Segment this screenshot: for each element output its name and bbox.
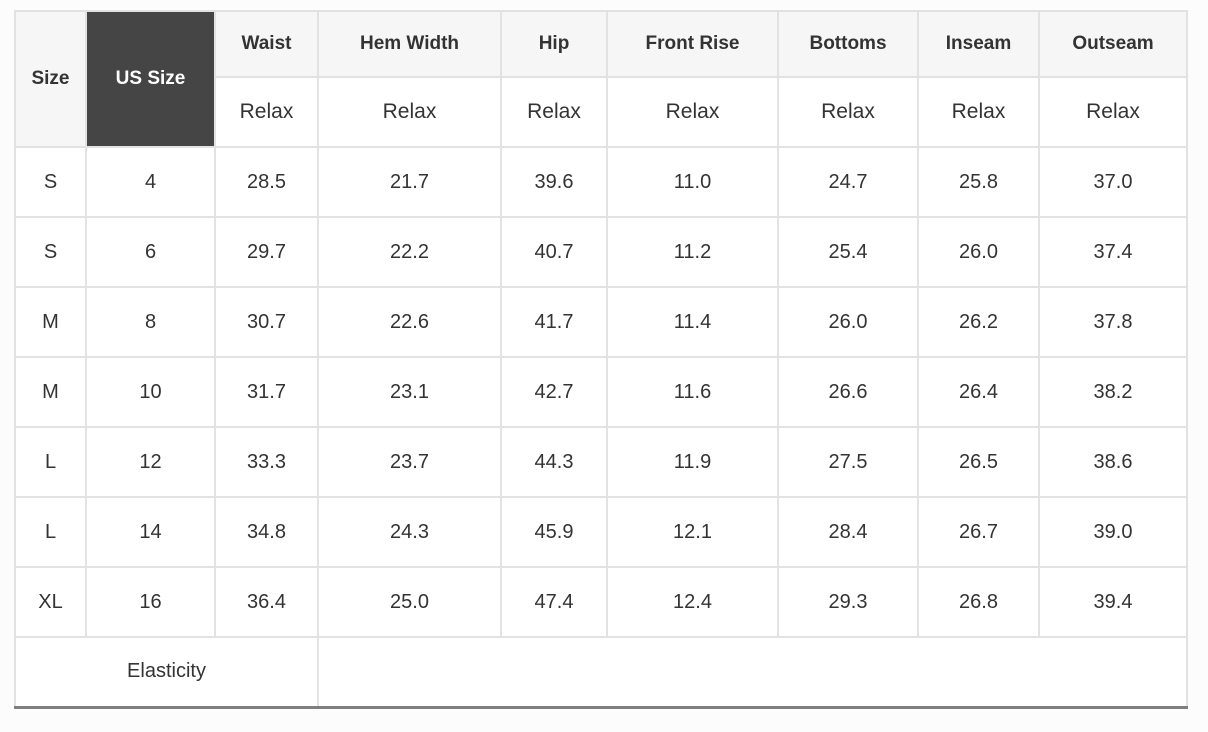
size-chart-page: Size US Size Waist Hem Width Hip Front R… [14,10,1188,709]
inseam-cell: 26.0 [917,216,1040,288]
front-rise-cell: 11.4 [606,286,779,358]
inseam-cell: 26.7 [917,496,1040,568]
bottoms-cell: 29.3 [777,566,919,638]
hem-width-cell: 22.6 [317,286,502,358]
bottoms-cell: 25.4 [777,216,919,288]
hem-width-cell: 22.2 [317,216,502,288]
fit-cell-inseam: Relax [917,76,1040,148]
header-cell-us-size: US Size [85,10,216,148]
size-cell: L [14,496,87,568]
size-cell: S [14,216,87,288]
footer-row-elasticity: Elasticity [14,636,1188,708]
front-rise-cell: 11.9 [606,426,779,498]
us-size-cell: 12 [85,426,216,498]
fit-cell-outseam: Relax [1038,76,1188,148]
hem-width-cell: 23.7 [317,426,502,498]
bottoms-cell: 27.5 [777,426,919,498]
fit-cell-hem-width: Relax [317,76,502,148]
waist-cell: 36.4 [214,566,319,638]
table-row-s4: S 4 28.5 21.7 39.6 11.0 24.7 25.8 37.0 [14,146,1188,218]
outseam-cell: 37.0 [1038,146,1188,218]
outseam-cell: 38.6 [1038,426,1188,498]
table-row-m10: M 10 31.7 23.1 42.7 11.6 26.6 26.4 38.2 [14,356,1188,428]
elasticity-label-cell: Elasticity [14,636,319,708]
front-rise-cell: 11.2 [606,216,779,288]
waist-cell: 33.3 [214,426,319,498]
table-row-l14: L 14 34.8 24.3 45.9 12.1 28.4 26.7 39.0 [14,496,1188,568]
bottoms-cell: 28.4 [777,496,919,568]
inseam-cell: 25.8 [917,146,1040,218]
header-cell-hem-width: Hem Width [317,10,502,78]
front-rise-cell: 12.4 [606,566,779,638]
header-cell-hip: Hip [500,10,608,78]
size-cell: XL [14,566,87,638]
bottoms-cell: 24.7 [777,146,919,218]
outseam-cell: 38.2 [1038,356,1188,428]
hip-cell: 42.7 [500,356,608,428]
header-cell-inseam: Inseam [917,10,1040,78]
us-size-cell: 4 [85,146,216,218]
hip-cell: 44.3 [500,426,608,498]
fit-cell-waist: Relax [214,76,319,148]
waist-cell: 28.5 [214,146,319,218]
header-cell-front-rise: Front Rise [606,10,779,78]
front-rise-cell: 11.6 [606,356,779,428]
size-chart-table: Size US Size Waist Hem Width Hip Front R… [14,10,1188,709]
us-size-cell: 6 [85,216,216,288]
hem-width-cell: 25.0 [317,566,502,638]
size-cell: S [14,146,87,218]
hip-cell: 40.7 [500,216,608,288]
us-size-cell: 16 [85,566,216,638]
header-cell-bottoms: Bottoms [777,10,919,78]
inseam-cell: 26.5 [917,426,1040,498]
front-rise-cell: 11.0 [606,146,779,218]
us-size-cell: 10 [85,356,216,428]
header-cell-size: Size [14,10,87,148]
header-row-fit: Relax Relax Relax Relax Relax Relax Rela… [15,76,1188,148]
hip-cell: 39.6 [500,146,608,218]
outseam-cell: 39.4 [1038,566,1188,638]
waist-cell: 34.8 [214,496,319,568]
us-size-cell: 14 [85,496,216,568]
hem-width-cell: 24.3 [317,496,502,568]
outseam-cell: 37.4 [1038,216,1188,288]
size-cell: M [14,286,87,358]
bottoms-cell: 26.6 [777,356,919,428]
hem-width-cell: 23.1 [317,356,502,428]
waist-cell: 29.7 [214,216,319,288]
inseam-cell: 26.8 [917,566,1040,638]
table-row-l12: L 12 33.3 23.7 44.3 11.9 27.5 26.5 38.6 [14,426,1188,498]
hip-cell: 41.7 [500,286,608,358]
front-rise-cell: 12.1 [606,496,779,568]
inseam-cell: 26.4 [917,356,1040,428]
table-row-xl16: XL 16 36.4 25.0 47.4 12.4 29.3 26.8 39.4 [14,566,1188,638]
outseam-cell: 39.0 [1038,496,1188,568]
us-size-cell: 8 [85,286,216,358]
fit-cell-bottoms: Relax [777,76,919,148]
inseam-cell: 26.2 [917,286,1040,358]
hip-cell: 47.4 [500,566,608,638]
fit-cell-hip: Relax [500,76,608,148]
hip-cell: 45.9 [500,496,608,568]
table-row-s6: S 6 29.7 22.2 40.7 11.2 25.4 26.0 37.4 [14,216,1188,288]
size-cell: L [14,426,87,498]
table-row-m8: M 8 30.7 22.6 41.7 11.4 26.0 26.2 37.8 [14,286,1188,358]
outseam-cell: 37.8 [1038,286,1188,358]
waist-cell: 31.7 [214,356,319,428]
fit-cell-front-rise: Relax [606,76,779,148]
header-row-measures: Size US Size Waist Hem Width Hip Front R… [14,10,1188,148]
hem-width-cell: 21.7 [317,146,502,218]
elasticity-value-cell [317,636,1188,708]
size-cell: M [14,356,87,428]
header-cell-waist: Waist [214,10,319,78]
header-cell-outseam: Outseam [1038,10,1188,78]
bottoms-cell: 26.0 [777,286,919,358]
waist-cell: 30.7 [214,286,319,358]
